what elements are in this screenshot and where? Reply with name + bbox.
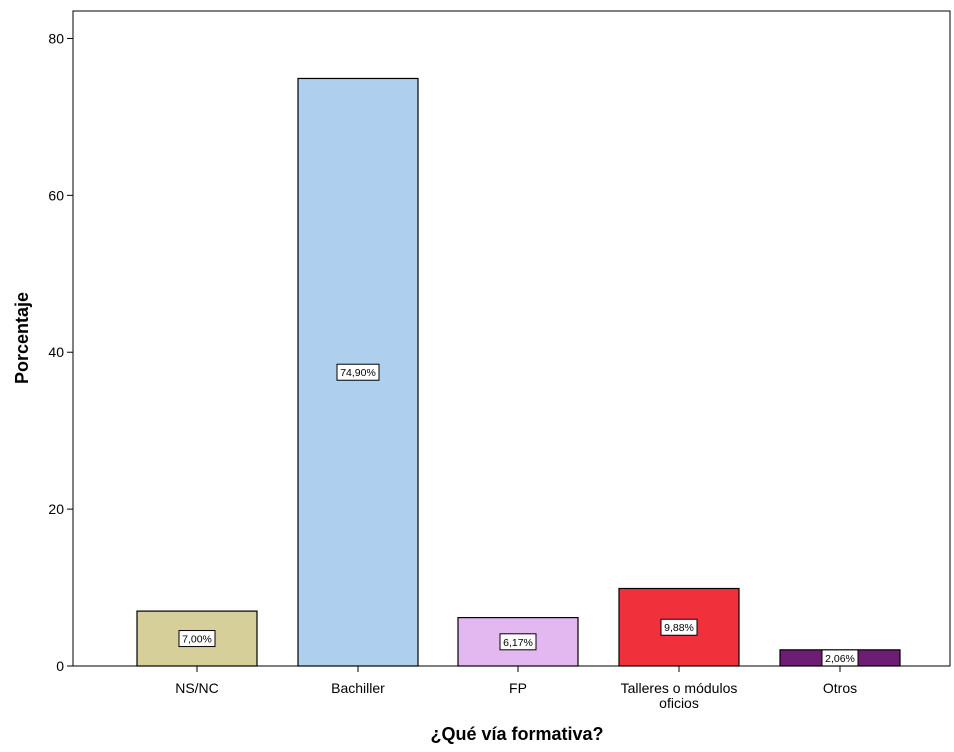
x-axis: NS/NC Bachiller FP Talleres o módulos oficio… [175, 666, 857, 711]
data-label: 6,17% [503, 637, 533, 649]
data-label-box [660, 618, 698, 636]
y-tick-label: 80 [48, 30, 64, 46]
x-tick-label: Bachiller [331, 680, 385, 696]
x-tick-label: FP [509, 680, 527, 696]
data-label-box [336, 363, 380, 381]
y-tick-label: 40 [48, 344, 64, 360]
x-tick-label: Talleres o módulos oficios [621, 680, 738, 711]
plot-area [72, 10, 951, 667]
x-axis-title: ¿Qué vía formativa? [430, 724, 603, 744]
y-axis: 0 20 40 60 80 [48, 30, 73, 674]
y-tick-label: 20 [48, 501, 64, 517]
y-tick-label: 0 [56, 658, 64, 674]
data-label: 74,90% [340, 367, 376, 379]
data-label: 2,06% [825, 653, 855, 665]
data-label-box [499, 633, 537, 651]
bars-group: 7,00% 74,90% 6,17% 9,88% 2,06% [136, 77, 901, 667]
x-tick-label: NS/NC [175, 680, 219, 696]
y-tick-label: 60 [48, 187, 64, 203]
data-label: 7,00% [182, 634, 212, 646]
y-axis-title: Porcentaje [12, 292, 32, 384]
data-label-box [178, 630, 216, 648]
data-label: 9,88% [664, 622, 694, 634]
x-tick-label: Otros [823, 680, 857, 696]
data-label-box [821, 649, 859, 667]
